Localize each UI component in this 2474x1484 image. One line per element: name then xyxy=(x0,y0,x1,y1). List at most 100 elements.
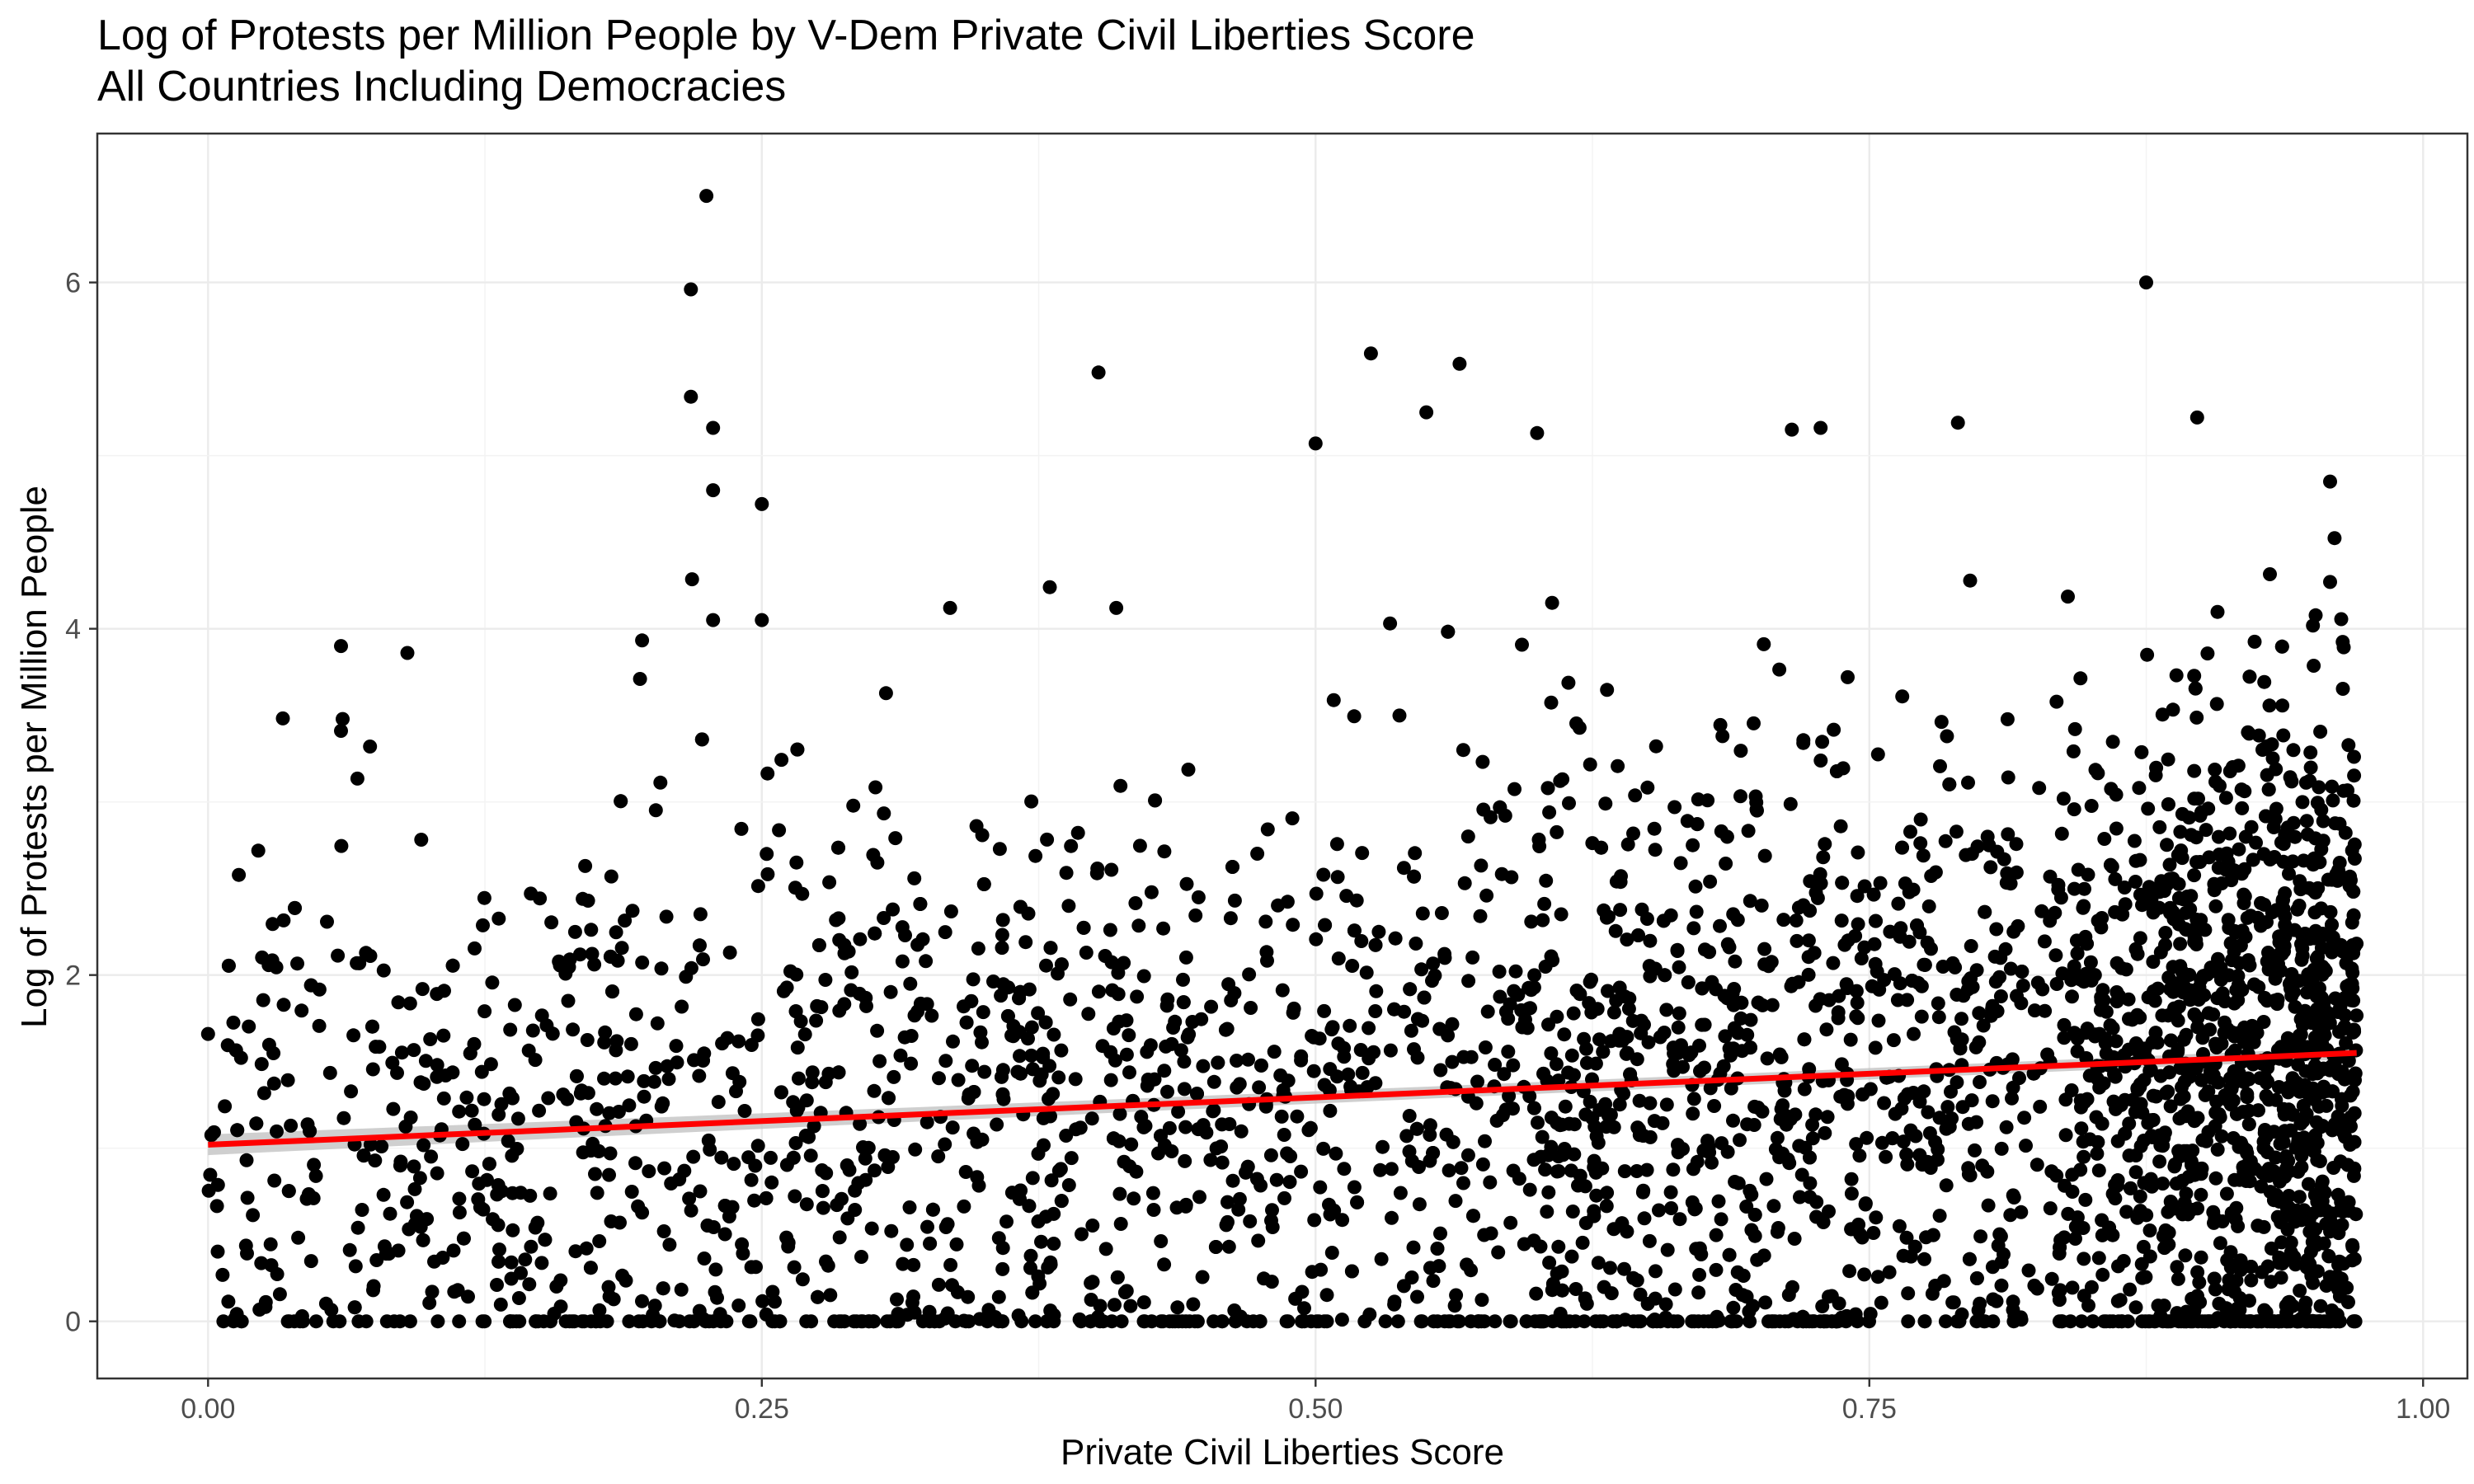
scatter-point xyxy=(2208,899,2223,913)
scatter-point xyxy=(218,1099,233,1114)
scatter-point xyxy=(2214,1129,2229,1144)
scatter-point xyxy=(890,1292,904,1307)
scatter-point xyxy=(585,946,600,961)
scatter-point xyxy=(2274,1270,2288,1285)
scatter-point xyxy=(2109,821,2124,836)
scatter-point xyxy=(1945,1295,1960,1310)
scatter-point xyxy=(1290,1109,1305,1124)
scatter-point xyxy=(2299,814,2314,829)
scatter-point xyxy=(1208,1240,1223,1254)
scatter-point xyxy=(2133,931,2147,946)
scatter-point xyxy=(1866,887,1881,902)
scatter-point xyxy=(1818,1125,1832,1140)
scatter-point xyxy=(427,1254,441,1269)
scatter-point xyxy=(924,1008,939,1023)
scatter-point xyxy=(306,1190,321,1205)
scatter-point xyxy=(1554,907,1569,922)
scatter-point xyxy=(1306,1064,1321,1078)
scatter-point xyxy=(1648,1291,1663,1306)
scatter-point xyxy=(2250,1026,2265,1040)
scatter-point xyxy=(1157,1257,1172,1272)
scatter-point xyxy=(1936,1274,1951,1289)
scatter-point xyxy=(1343,1018,1357,1033)
scatter-point xyxy=(614,794,628,809)
scatter-point xyxy=(1445,1017,1460,1031)
scatter-point xyxy=(1578,1216,1593,1230)
scatter-point xyxy=(1330,870,1345,885)
scatter-point xyxy=(506,1186,520,1200)
scatter-point xyxy=(1319,1288,1334,1303)
scatter-point xyxy=(1177,1054,1192,1069)
scatter-point xyxy=(1796,735,1811,750)
scatter-point xyxy=(1750,803,1764,818)
scatter-point xyxy=(1588,1314,1603,1329)
scatter-point xyxy=(1879,1149,1893,1164)
scatter-point xyxy=(2209,697,2224,711)
scatter-point xyxy=(895,954,910,969)
scatter-point xyxy=(1539,873,1554,888)
scatter-point xyxy=(1684,1045,1699,1060)
scatter-point xyxy=(1913,836,1928,851)
scatter-point xyxy=(818,973,833,987)
scatter-point xyxy=(1393,1186,1408,1200)
scatter-point xyxy=(1068,1072,1083,1087)
scatter-point xyxy=(1695,981,1710,996)
scatter-point xyxy=(1820,1110,1835,1125)
scatter-point xyxy=(1634,1026,1649,1040)
scatter-point xyxy=(1938,1314,1953,1329)
scatter-point xyxy=(672,1172,687,1186)
scatter-point xyxy=(2284,1235,2298,1250)
scatter-point xyxy=(2176,1089,2191,1104)
scatter-point xyxy=(1672,1006,1686,1021)
scatter-point xyxy=(1963,573,1978,588)
scatter-point xyxy=(1242,967,1257,982)
scatter-point xyxy=(2237,784,2252,799)
scatter-point xyxy=(1858,1197,1873,1212)
scatter-point xyxy=(578,858,593,873)
scatter-point xyxy=(931,1277,946,1292)
scatter-point xyxy=(1473,909,1488,923)
scatter-point xyxy=(1618,1313,1633,1327)
scatter-point xyxy=(1018,935,1033,950)
scatter-point xyxy=(797,1027,812,1042)
scatter-point xyxy=(750,879,765,894)
scatter-point xyxy=(2244,819,2259,834)
scatter-point xyxy=(856,1140,871,1155)
scatter-point xyxy=(1043,1303,1058,1318)
scatter-point xyxy=(2166,984,2180,999)
scatter-point xyxy=(1253,1058,1268,1073)
scatter-point xyxy=(477,1092,492,1106)
scatter-point xyxy=(2071,862,2086,877)
scatter-point xyxy=(609,1034,624,1049)
scatter-point xyxy=(895,920,910,935)
scatter-point xyxy=(2303,1265,2318,1280)
scatter-point xyxy=(1578,1291,1592,1306)
scatter-point xyxy=(1714,1212,1729,1227)
scatter-point xyxy=(446,1243,461,1258)
scatter-point xyxy=(476,1202,491,1217)
scatter-point xyxy=(1700,793,1715,808)
scatter-point xyxy=(1703,874,1718,889)
scatter-point xyxy=(1318,918,1333,932)
scatter-point xyxy=(1686,1106,1700,1121)
scatter-point xyxy=(1829,764,1844,778)
scatter-point xyxy=(1686,1092,1701,1106)
scatter-point xyxy=(1363,346,1378,361)
scatter-point xyxy=(1730,913,1745,928)
scatter-point xyxy=(692,938,707,953)
scatter-point xyxy=(2263,567,2277,581)
scatter-point xyxy=(1945,956,1960,970)
scatter-point xyxy=(1384,1162,1399,1176)
scatter-point xyxy=(908,1142,923,1157)
scatter-point xyxy=(1371,924,1386,939)
scatter-point xyxy=(1733,789,1747,804)
scatter-point xyxy=(684,389,698,404)
scatter-point xyxy=(2224,1273,2239,1288)
scatter-point xyxy=(1533,1239,1548,1254)
scatter-point xyxy=(1313,1180,1328,1195)
scatter-point xyxy=(1715,729,1730,744)
scatter-point xyxy=(1843,1032,1858,1047)
scatter-point xyxy=(1244,1001,1258,1015)
scatter-point xyxy=(2161,1008,2175,1023)
scatter-point xyxy=(604,1214,618,1228)
